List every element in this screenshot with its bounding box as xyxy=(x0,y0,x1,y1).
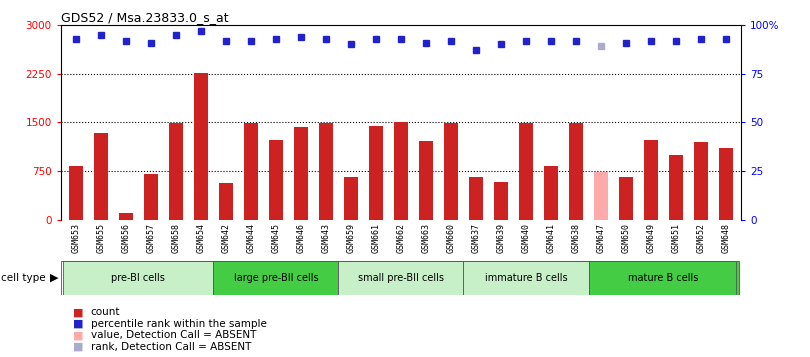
Bar xyxy=(569,123,583,220)
Bar xyxy=(294,127,308,220)
Bar xyxy=(419,141,433,220)
Text: large pre-BII cells: large pre-BII cells xyxy=(233,272,318,283)
Text: pre-BI cells: pre-BI cells xyxy=(111,272,165,283)
Text: GSM642: GSM642 xyxy=(221,223,230,253)
Text: GSM637: GSM637 xyxy=(471,223,480,253)
Text: GSM646: GSM646 xyxy=(296,223,305,253)
Text: rank, Detection Call = ABSENT: rank, Detection Call = ABSENT xyxy=(91,342,251,352)
Bar xyxy=(719,148,733,220)
Text: GSM643: GSM643 xyxy=(322,223,330,253)
Text: GSM663: GSM663 xyxy=(421,223,430,253)
Text: GSM654: GSM654 xyxy=(196,223,205,253)
Text: GSM656: GSM656 xyxy=(122,223,130,253)
Text: GSM661: GSM661 xyxy=(372,223,381,253)
Bar xyxy=(619,177,633,220)
Text: GSM655: GSM655 xyxy=(96,223,105,253)
Text: GSM653: GSM653 xyxy=(71,223,80,253)
Text: GSM645: GSM645 xyxy=(271,223,280,253)
Bar xyxy=(63,261,213,295)
Text: GSM644: GSM644 xyxy=(246,223,255,253)
Text: GSM659: GSM659 xyxy=(347,223,356,253)
Text: GSM657: GSM657 xyxy=(147,223,156,253)
Text: percentile rank within the sample: percentile rank within the sample xyxy=(91,319,266,329)
Bar xyxy=(394,122,407,220)
Text: GSM652: GSM652 xyxy=(697,223,706,253)
Text: GSM641: GSM641 xyxy=(547,223,556,253)
Text: GSM640: GSM640 xyxy=(522,223,531,253)
Bar xyxy=(369,126,383,220)
Bar xyxy=(94,133,108,220)
Text: GSM649: GSM649 xyxy=(646,223,655,253)
Bar xyxy=(213,261,339,295)
Bar xyxy=(169,123,183,220)
Bar xyxy=(339,261,463,295)
Bar xyxy=(269,140,283,220)
Bar xyxy=(469,177,483,220)
Bar xyxy=(219,182,232,220)
Text: GSM639: GSM639 xyxy=(497,223,505,253)
Bar xyxy=(244,123,258,220)
Bar xyxy=(519,123,533,220)
Text: count: count xyxy=(91,307,120,317)
Text: GSM650: GSM650 xyxy=(621,223,630,253)
Bar xyxy=(444,123,458,220)
Text: GSM647: GSM647 xyxy=(597,223,606,253)
Text: small pre-BII cells: small pre-BII cells xyxy=(358,272,444,283)
Text: GSM658: GSM658 xyxy=(172,223,181,253)
Text: ■: ■ xyxy=(73,342,83,352)
Text: GSM638: GSM638 xyxy=(572,223,581,253)
Bar xyxy=(344,177,358,220)
Bar xyxy=(69,166,83,220)
Bar xyxy=(494,182,508,220)
Bar xyxy=(669,155,683,220)
Text: ■: ■ xyxy=(73,307,83,317)
Bar xyxy=(644,140,658,220)
Bar xyxy=(694,142,708,220)
Text: value, Detection Call = ABSENT: value, Detection Call = ABSENT xyxy=(91,330,256,340)
Text: GSM662: GSM662 xyxy=(396,223,406,253)
Text: GSM648: GSM648 xyxy=(722,223,731,253)
Bar xyxy=(194,73,207,220)
Text: mature B cells: mature B cells xyxy=(629,272,699,283)
Bar xyxy=(119,213,133,220)
Text: ■: ■ xyxy=(73,330,83,340)
Text: ▶: ▶ xyxy=(50,272,58,283)
Bar xyxy=(144,174,158,220)
Bar xyxy=(319,123,333,220)
Bar xyxy=(589,261,739,295)
Text: GSM660: GSM660 xyxy=(446,223,455,253)
Text: ■: ■ xyxy=(73,319,83,329)
Text: GDS52 / Msa.23833.0_s_at: GDS52 / Msa.23833.0_s_at xyxy=(61,11,228,24)
Text: GSM651: GSM651 xyxy=(671,223,680,253)
Bar xyxy=(544,166,558,220)
Bar xyxy=(595,172,608,220)
Text: immature B cells: immature B cells xyxy=(484,272,567,283)
Bar xyxy=(463,261,589,295)
Text: cell type: cell type xyxy=(1,272,45,283)
